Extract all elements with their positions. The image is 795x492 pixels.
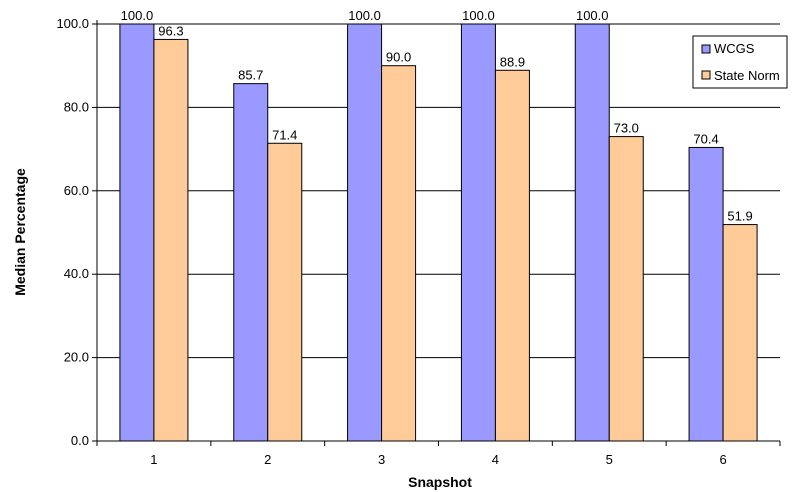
y-tick-label: 0.0 bbox=[71, 433, 89, 448]
bar-wcgs bbox=[233, 83, 269, 442]
x-tick-label: 3 bbox=[378, 452, 385, 467]
bar-state-norm bbox=[722, 224, 758, 442]
legend-label-wcgs: WCGS bbox=[714, 41, 755, 56]
legend: WCGS State Norm bbox=[692, 35, 788, 89]
bar-wcgs bbox=[119, 23, 155, 442]
bar-state-norm bbox=[381, 65, 417, 442]
x-tick-label: 6 bbox=[719, 452, 726, 467]
data-label: 85.7 bbox=[238, 68, 263, 83]
bars bbox=[119, 23, 758, 442]
data-label: 88.9 bbox=[500, 54, 525, 69]
x-tick-label: 4 bbox=[492, 452, 499, 467]
y-tick-label: 100.0 bbox=[56, 16, 89, 31]
data-label: 100.0 bbox=[121, 8, 154, 23]
x-axis-title: Snapshot bbox=[408, 474, 472, 490]
data-label: 96.3 bbox=[158, 23, 183, 38]
bar-wcgs bbox=[460, 23, 496, 442]
axes: 0.0 20.0 40.0 60.0 80.0 100.0 1 2 3 4 5 6 bbox=[56, 16, 781, 467]
legend-swatch-state-norm bbox=[701, 70, 711, 80]
data-labels: 100.0 96.3 85.7 71.4 100.0 90.0 100.0 88.9 100.0… bbox=[121, 8, 753, 224]
bar-state-norm bbox=[153, 38, 189, 442]
data-label: 90.0 bbox=[386, 50, 411, 65]
bar-wcgs bbox=[347, 23, 383, 442]
data-label: 51.9 bbox=[727, 209, 752, 224]
data-label: 73.0 bbox=[614, 121, 639, 136]
x-tick-label: 1 bbox=[150, 452, 157, 467]
y-tick-label: 20.0 bbox=[64, 350, 89, 365]
data-label: 71.4 bbox=[272, 127, 297, 142]
bar-wcgs bbox=[574, 23, 610, 442]
data-label: 100.0 bbox=[576, 8, 609, 23]
legend-swatch-wcgs bbox=[701, 44, 711, 54]
y-tick-label: 80.0 bbox=[64, 99, 89, 114]
bar-state-norm bbox=[267, 142, 303, 442]
data-label: 100.0 bbox=[348, 8, 381, 23]
data-label: 70.4 bbox=[693, 131, 718, 146]
y-tick-label: 60.0 bbox=[64, 183, 89, 198]
legend-label-state-norm: State Norm bbox=[714, 68, 780, 83]
data-label: 100.0 bbox=[462, 8, 495, 23]
y-axis-title: Median Percentage bbox=[12, 168, 28, 296]
bar-wcgs bbox=[688, 146, 724, 442]
x-tick-label: 2 bbox=[264, 452, 271, 467]
x-tick-label: 5 bbox=[606, 452, 613, 467]
bar-state-norm bbox=[494, 69, 530, 442]
y-tick-label: 40.0 bbox=[64, 266, 89, 281]
grid-lines bbox=[97, 23, 780, 359]
bar-state-norm bbox=[608, 136, 644, 442]
